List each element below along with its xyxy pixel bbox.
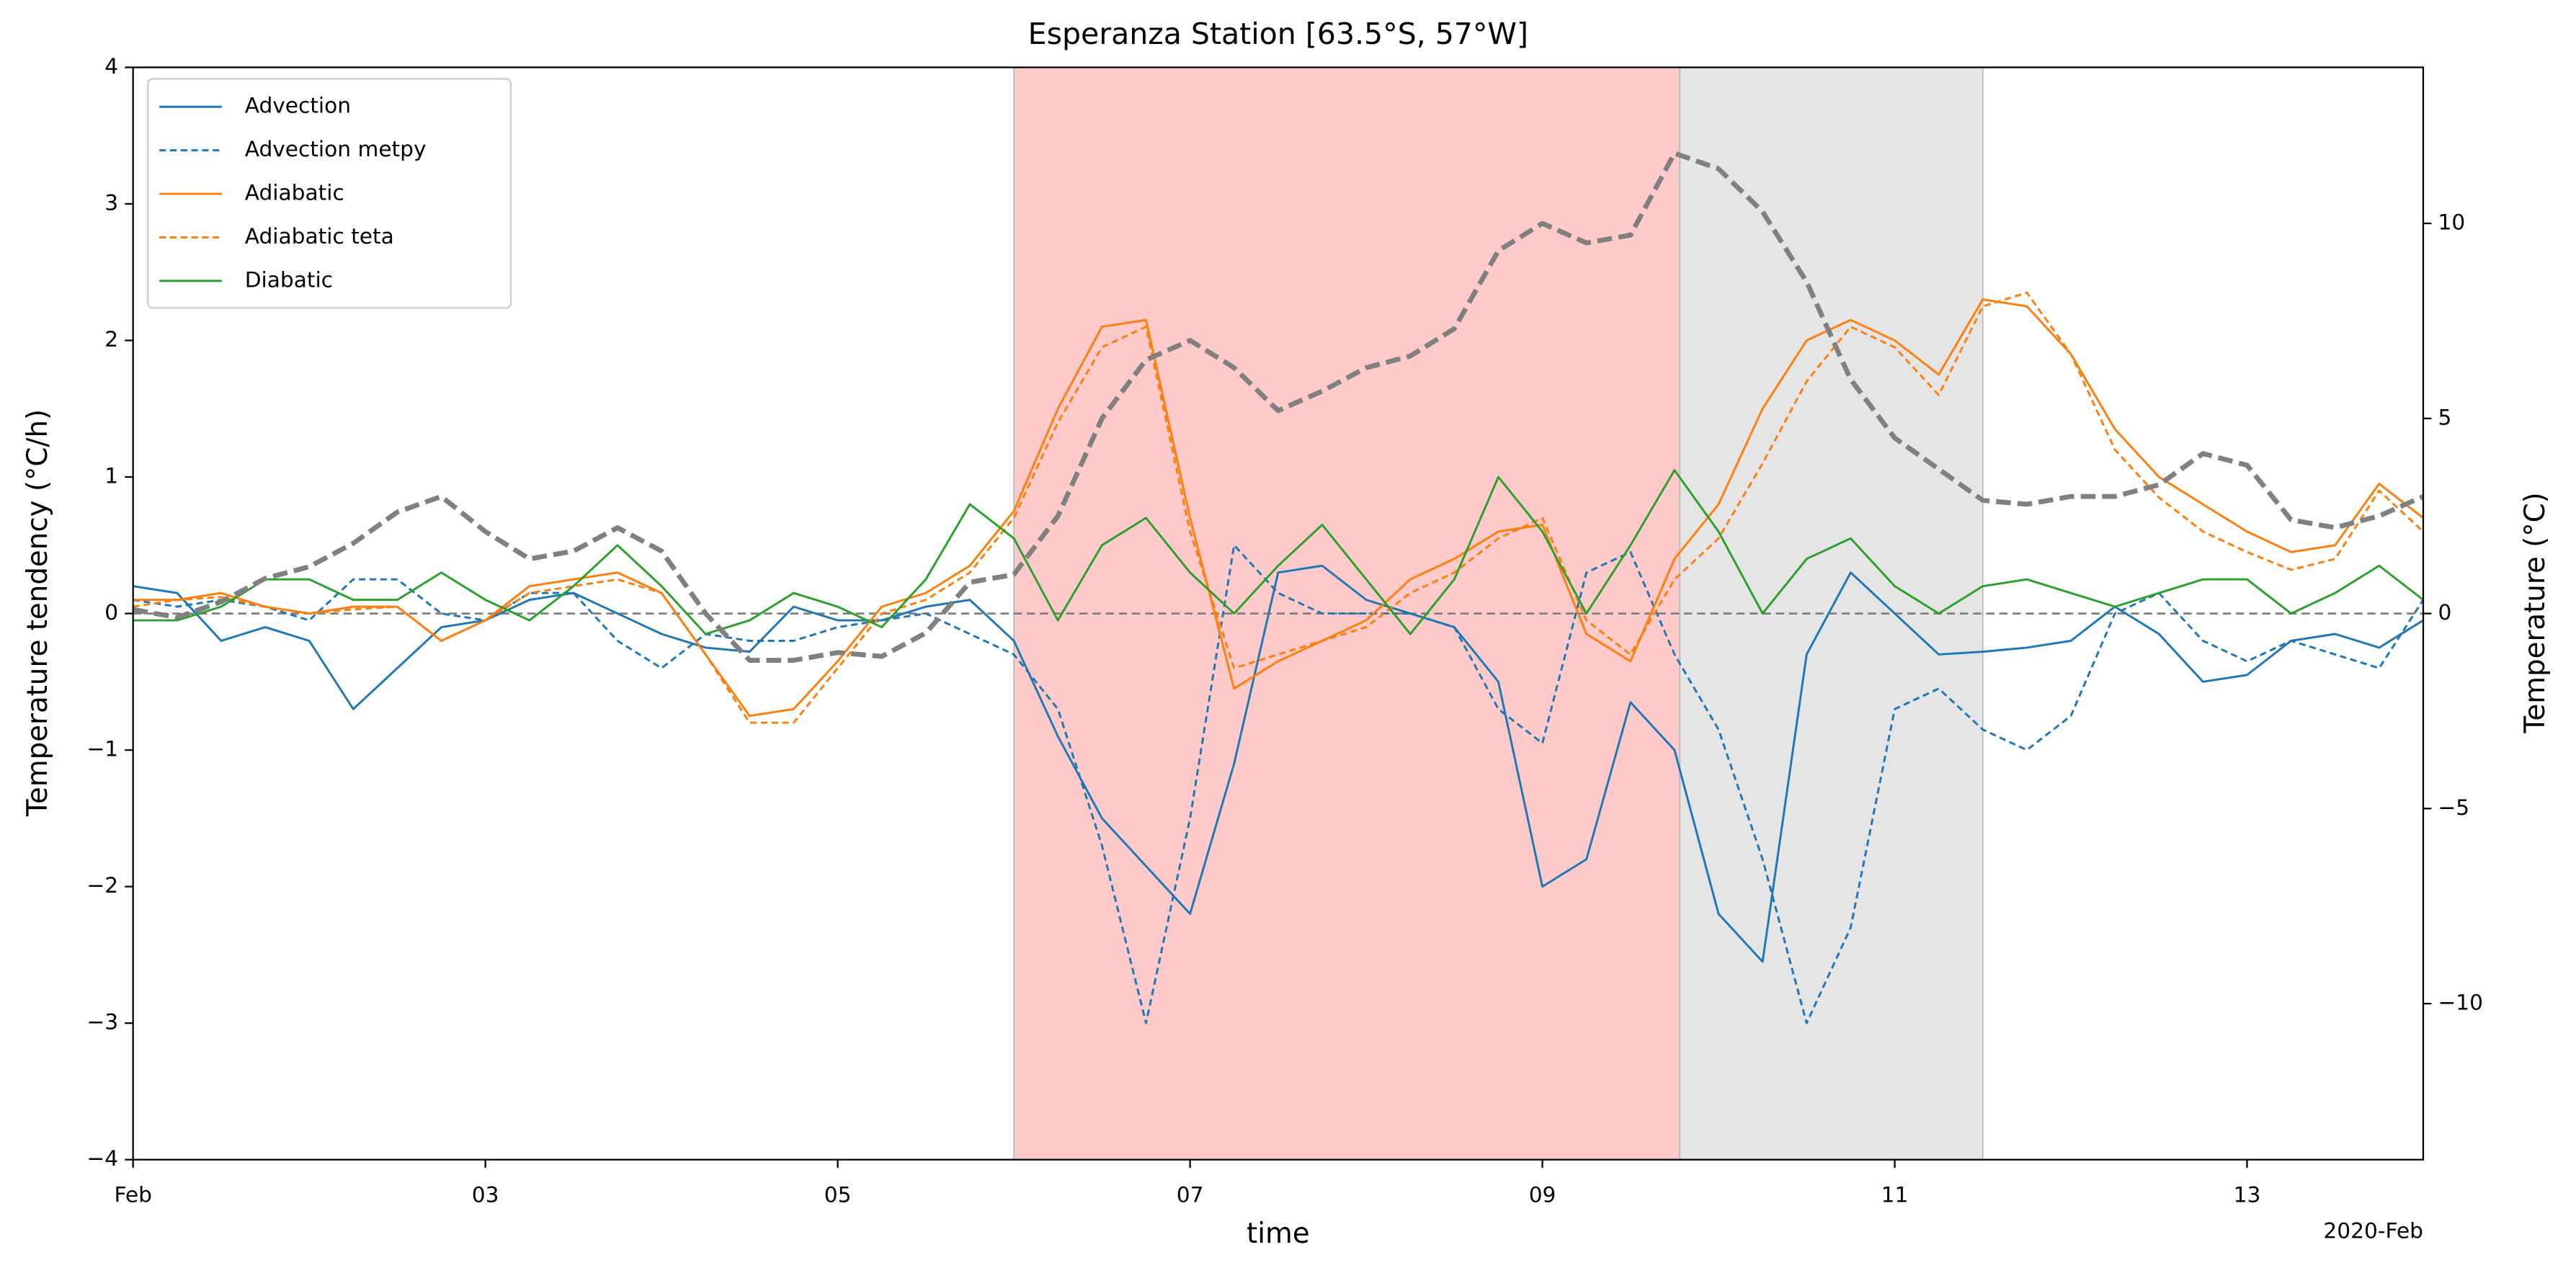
- series-line: [133, 564, 2424, 963]
- y2-tick-label: −5: [2438, 795, 2469, 820]
- y2-tick-label: 0: [2438, 599, 2451, 625]
- legend-label: Adiabatic teta: [245, 223, 394, 249]
- series-line: [133, 469, 2424, 635]
- y-tick-label: 1: [104, 463, 118, 488]
- x-tick-label: Feb: [114, 1182, 151, 1207]
- x-offset-label: 2020-Feb: [2323, 1218, 2423, 1243]
- y-tick-label: 4: [104, 53, 118, 79]
- series-line: [133, 291, 2424, 724]
- y2-tick-label: 5: [2438, 404, 2451, 429]
- x-tick-label: 07: [1177, 1182, 1204, 1207]
- y-tick-label: 0: [104, 599, 118, 625]
- series-line: [133, 151, 2425, 663]
- x-axis-label: time: [1247, 1218, 1310, 1250]
- series-line: [133, 544, 2425, 1024]
- legend-label: Advection metpy: [245, 136, 427, 161]
- legend-box: [147, 78, 512, 309]
- y2-axis-label: Temperature (°C): [2519, 492, 2552, 733]
- y2-tick-label: −10: [2438, 990, 2483, 1015]
- y-axis-label: Temperature tendency (°C/h): [22, 409, 54, 817]
- x-tick-label: 05: [824, 1182, 852, 1207]
- y-tick-label: −4: [86, 1145, 118, 1171]
- chart-title: Esperanza Station [63.5°S, 57°W]: [1028, 17, 1528, 51]
- x-tick-label: 13: [2234, 1182, 2261, 1207]
- x-tick-label: 03: [472, 1182, 499, 1207]
- series-line: [133, 298, 2424, 718]
- y-tick-label: −2: [86, 872, 118, 898]
- legend-label: Diabatic: [245, 267, 333, 292]
- y2-tick-label: 10: [2438, 210, 2465, 235]
- legend-label: Advection: [245, 93, 351, 118]
- y-tick-label: 3: [104, 190, 118, 215]
- y-tick-label: 2: [104, 326, 118, 352]
- legend-label: Adiabatic: [245, 180, 344, 205]
- x-tick-label: 09: [1529, 1182, 1556, 1207]
- y-tick-label: −1: [86, 736, 118, 761]
- x-tick-label: 11: [1881, 1182, 1909, 1207]
- y-tick-label: −3: [86, 1009, 118, 1035]
